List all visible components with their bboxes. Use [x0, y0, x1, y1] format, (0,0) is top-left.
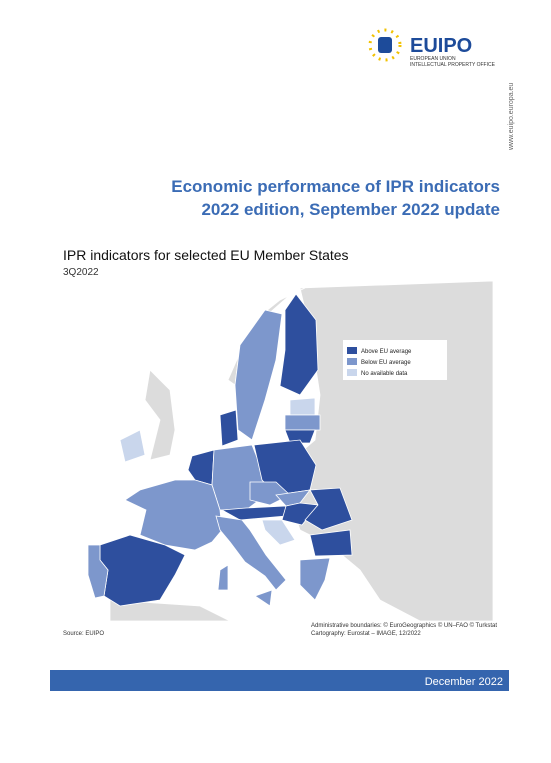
- footer-band: [50, 670, 509, 691]
- footer-date: December 2022: [425, 676, 503, 688]
- land: [109, 599, 231, 622]
- source: Source: EUIPO: [63, 631, 104, 637]
- title: 2022 edition, September 2022 update: [201, 200, 500, 219]
- map-subtitle: 3Q2022: [63, 267, 99, 278]
- title: Economic performance of IPR indicators: [171, 177, 500, 196]
- legend-items: Above EU average Below EU average No avail…: [347, 347, 412, 377]
- map-title: IPR indicators for selected EU Member St…: [63, 247, 349, 263]
- credit: Cartography: Eurostat – IMAGE, 12/2022: [311, 631, 421, 637]
- logo-name: EUIPO: [410, 35, 472, 57]
- legend-swatch: [347, 358, 357, 365]
- map: Above EU average Below EU average No avail…: [63, 280, 494, 622]
- legend: [343, 340, 447, 380]
- legend-swatch: [347, 369, 357, 376]
- legend-swatch: [347, 347, 357, 354]
- logo-line: EUROPEAN UNION: [410, 56, 456, 62]
- website: www.euipo.europa.eu: [508, 83, 515, 151]
- legend-label: Below EU average: [361, 360, 411, 366]
- legend-label: Above EU average: [361, 349, 412, 355]
- land: [144, 369, 176, 461]
- logo-line: INTELLECTUAL PROPERTY OFFICE: [410, 62, 496, 68]
- logo: EUIPO EUROPEAN UNION INTELLECTUAL PROPER…: [368, 28, 496, 68]
- legend-label: No available data: [361, 371, 408, 377]
- credit: Administrative boundaries: © EuroGeograp…: [311, 622, 497, 629]
